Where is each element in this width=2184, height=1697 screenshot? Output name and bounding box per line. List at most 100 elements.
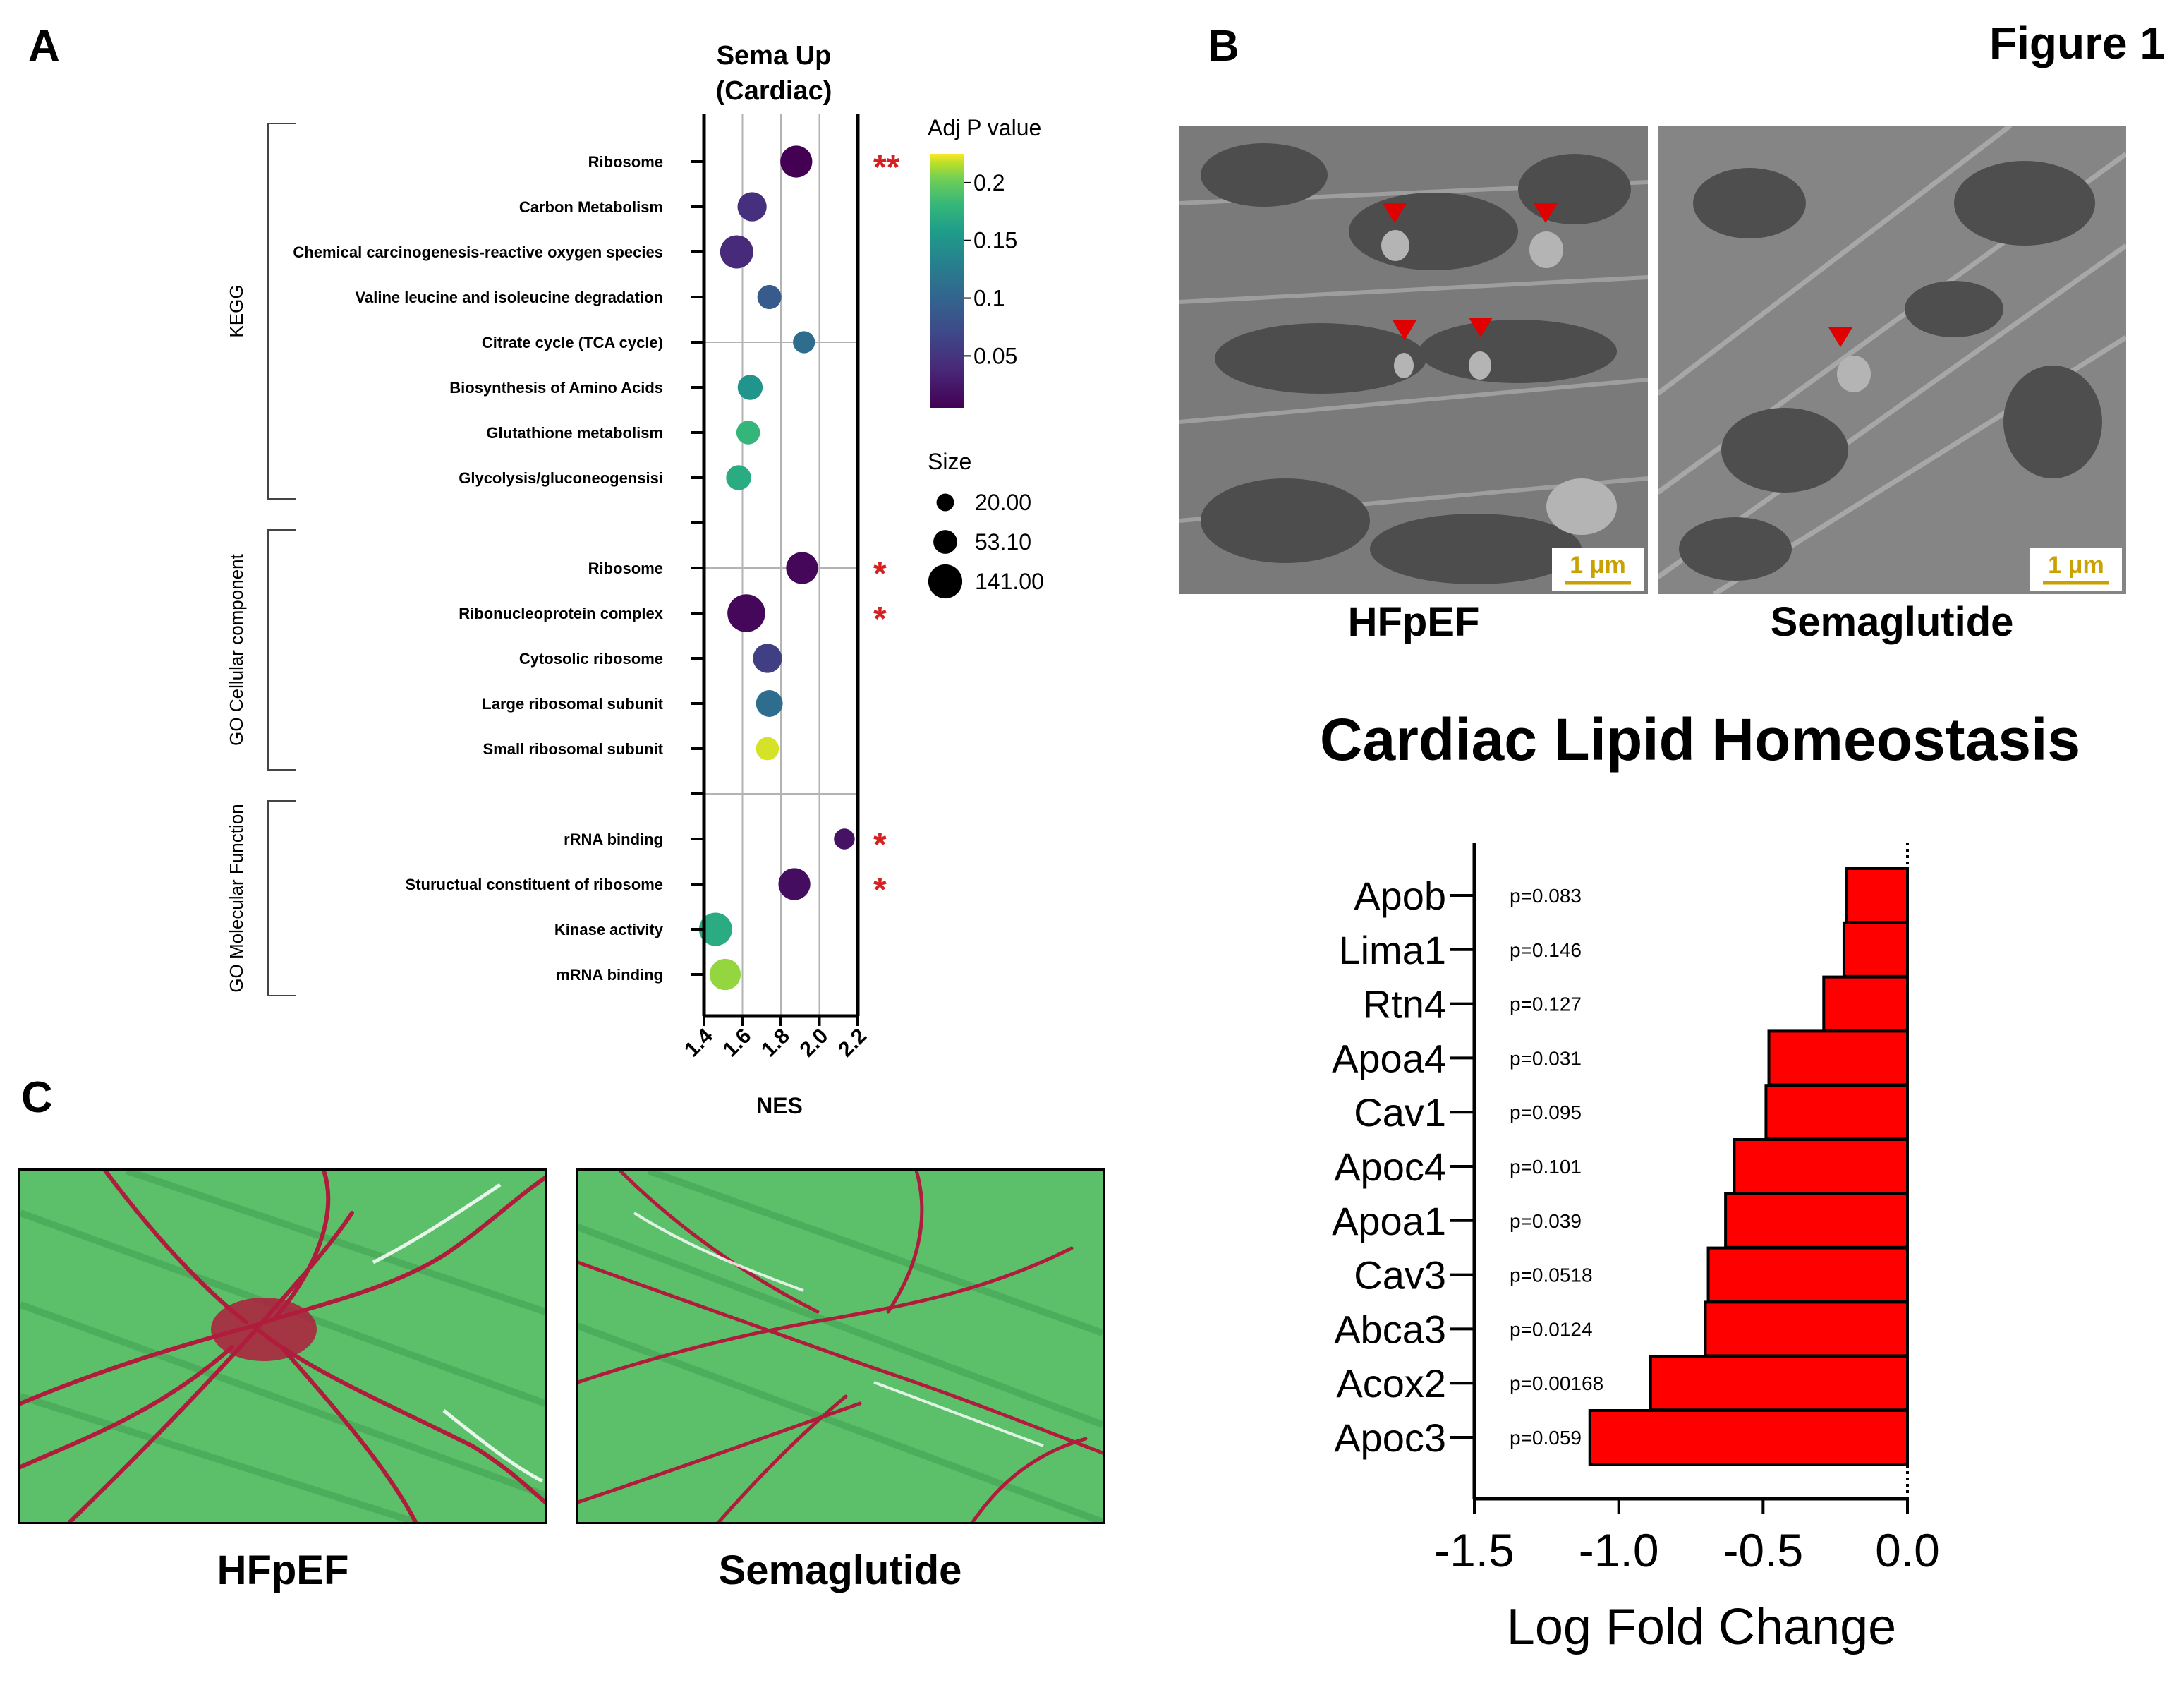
bar-x-tick-label: -0.5 bbox=[1723, 1524, 1803, 1576]
colorbar-tick-label: 0.15 bbox=[973, 228, 1017, 253]
dotplot-point bbox=[756, 690, 783, 717]
bar bbox=[1588, 1409, 1909, 1466]
colorbar-title: Adj P value bbox=[928, 115, 1041, 140]
dotplot-point bbox=[727, 594, 765, 632]
dotplot-term-label: Ribosome bbox=[588, 560, 663, 577]
bar-x-tick-label: 0.0 bbox=[1875, 1524, 1940, 1576]
size-legend-title: Size bbox=[928, 449, 971, 474]
group-label: KEGG bbox=[226, 284, 247, 337]
panel-c-letter: C bbox=[21, 1073, 53, 1122]
size-legend-label: 20.00 bbox=[975, 490, 1031, 515]
bar-x-tick-label: -1.0 bbox=[1579, 1524, 1659, 1576]
em-image-semaglutide-graphic: 1 μm bbox=[1658, 126, 2126, 594]
bar bbox=[1842, 921, 1909, 978]
bar-pvalue-label: p=0.083 bbox=[1510, 885, 1582, 907]
dotplot-point bbox=[698, 912, 732, 946]
panel-b-letter: B bbox=[1208, 22, 1239, 71]
dotplot-term-label: Small ribosomal subunit bbox=[483, 740, 664, 758]
histology-image-hfpef bbox=[18, 1168, 547, 1524]
colorbar-tick-label: 0.1 bbox=[973, 286, 1005, 311]
bar-category-label: Apoc3 bbox=[1334, 1415, 1446, 1460]
size-legend-label: 141.00 bbox=[975, 569, 1044, 594]
dotplot-term-label: Kinase activity bbox=[554, 921, 664, 938]
dotplot-point bbox=[780, 145, 813, 178]
bar-category-label: Abca3 bbox=[1334, 1307, 1446, 1351]
dotplot-point bbox=[793, 331, 815, 354]
bar bbox=[1704, 1300, 1909, 1358]
dotplot-point bbox=[736, 421, 760, 445]
bar-category-label: Cav1 bbox=[1354, 1090, 1446, 1135]
group-label: GO Molecular Function bbox=[226, 804, 247, 992]
dotplot-term-label: Large ribosomal subunit bbox=[482, 695, 663, 713]
scale-bar-label-left: 1 μm bbox=[1570, 552, 1625, 579]
bar bbox=[1822, 975, 1909, 1032]
gsea-dot-plot: KEGG GO Cellular component GO Molecular Fu… bbox=[226, 41, 1044, 1118]
dotplot-term-label: Biosynthesis of Amino Acids bbox=[449, 379, 663, 397]
dotplot-term-label: Valine leucine and isoleucine degradatio… bbox=[356, 289, 663, 306]
em-image-hfpef-graphic: 1 μm bbox=[1179, 126, 1648, 594]
bar-pvalue-label: p=0.031 bbox=[1510, 1047, 1582, 1069]
dotplot-point bbox=[737, 375, 763, 400]
caption-c-right: Semaglutide bbox=[718, 1547, 962, 1593]
significance-star: * bbox=[873, 871, 887, 909]
significance-star: * bbox=[873, 600, 887, 638]
dotplot-x-label: NES bbox=[756, 1093, 803, 1118]
dotplot-term-label: Ribosome bbox=[588, 153, 663, 171]
bar-category-label: Lima1 bbox=[1338, 928, 1446, 972]
dotplot-point bbox=[757, 284, 782, 310]
bar bbox=[1845, 867, 1909, 924]
dotplot-x-tick-label: 2.0 bbox=[796, 1025, 833, 1062]
dotplot-point bbox=[756, 737, 779, 761]
bar bbox=[1764, 1084, 1910, 1141]
bar-pvalue-label: p=0.127 bbox=[1510, 994, 1582, 1015]
dotplot-point bbox=[720, 235, 753, 269]
dotplot-term-label: Glutathione metabolism bbox=[486, 424, 663, 442]
dotplot-term-label: Citrate cycle (TCA cycle) bbox=[482, 334, 663, 351]
bar bbox=[1733, 1138, 1910, 1195]
colorbar-tick-label: 0.05 bbox=[973, 343, 1017, 368]
size-legend-dot bbox=[936, 493, 954, 512]
lipid-bar-chart: Cardiac Lipid Homeostasis Apob p=0.083 Lim… bbox=[1320, 706, 2080, 1655]
group-label: GO Cellular component bbox=[226, 553, 247, 745]
bar-pvalue-label: p=0.095 bbox=[1510, 1101, 1582, 1123]
dotplot-point bbox=[737, 192, 767, 222]
bar-x-tick-label: -1.5 bbox=[1434, 1524, 1515, 1576]
colorbar-tick-label: 0.2 bbox=[973, 170, 1005, 195]
dotplot-term-label: Ribonucleoprotein complex bbox=[459, 605, 663, 622]
dotplot-x-tick-label: 1.4 bbox=[680, 1024, 717, 1061]
em-image-hfpef: 1 μm bbox=[1179, 126, 1648, 594]
colorbar bbox=[930, 154, 964, 408]
dotplot-term-label: rRNA binding bbox=[564, 831, 663, 848]
bar-category-label: Apoc4 bbox=[1334, 1145, 1446, 1189]
bar-pvalue-label: p=0.0518 bbox=[1510, 1264, 1593, 1286]
panel-a-letter: A bbox=[28, 22, 60, 71]
group-bracket bbox=[267, 800, 296, 996]
histology-image-semaglutide bbox=[576, 1168, 1105, 1524]
bar bbox=[1649, 1355, 1910, 1412]
bar bbox=[1724, 1192, 1909, 1249]
size-legend-dot bbox=[928, 564, 963, 599]
size-legend-dot bbox=[933, 530, 957, 554]
caption-b-right: Semaglutide bbox=[1770, 599, 2014, 645]
size-legend-label: 53.10 bbox=[975, 529, 1031, 555]
dotplot-term-label: Stuructual constituent of ribosome bbox=[406, 876, 663, 893]
bar-category-label: Cav3 bbox=[1354, 1253, 1446, 1298]
dotplot-subtitle: (Cardiac) bbox=[716, 76, 832, 106]
dotplot-point bbox=[753, 644, 782, 673]
bar-pvalue-label: p=0.0124 bbox=[1510, 1318, 1593, 1340]
dotplot-point bbox=[786, 552, 818, 584]
em-image-semaglutide: 1 μm bbox=[1658, 126, 2126, 594]
dotplot-x-tick-label: 1.8 bbox=[757, 1025, 794, 1062]
dotplot-x-tick-label: 1.6 bbox=[719, 1025, 756, 1062]
significance-star: * bbox=[873, 555, 887, 593]
dotplot-title: Sema Up bbox=[717, 41, 832, 71]
dotplot-point bbox=[834, 828, 855, 850]
dotplot-term-label: mRNA binding bbox=[556, 966, 663, 984]
bar-pvalue-label: p=0.101 bbox=[1510, 1156, 1582, 1178]
bar-chart-x-label: Log Fold Change bbox=[1507, 1599, 1896, 1655]
dotplot-term-label: Chemical carcinogenesis-reactive oxygen … bbox=[293, 243, 663, 261]
bar bbox=[1767, 1029, 1910, 1087]
group-bracket bbox=[267, 123, 296, 500]
dotplot-x-tick-label: 2.2 bbox=[834, 1025, 871, 1062]
dotplot-term-label: Glycolysis/gluconeogensisi bbox=[459, 469, 663, 487]
